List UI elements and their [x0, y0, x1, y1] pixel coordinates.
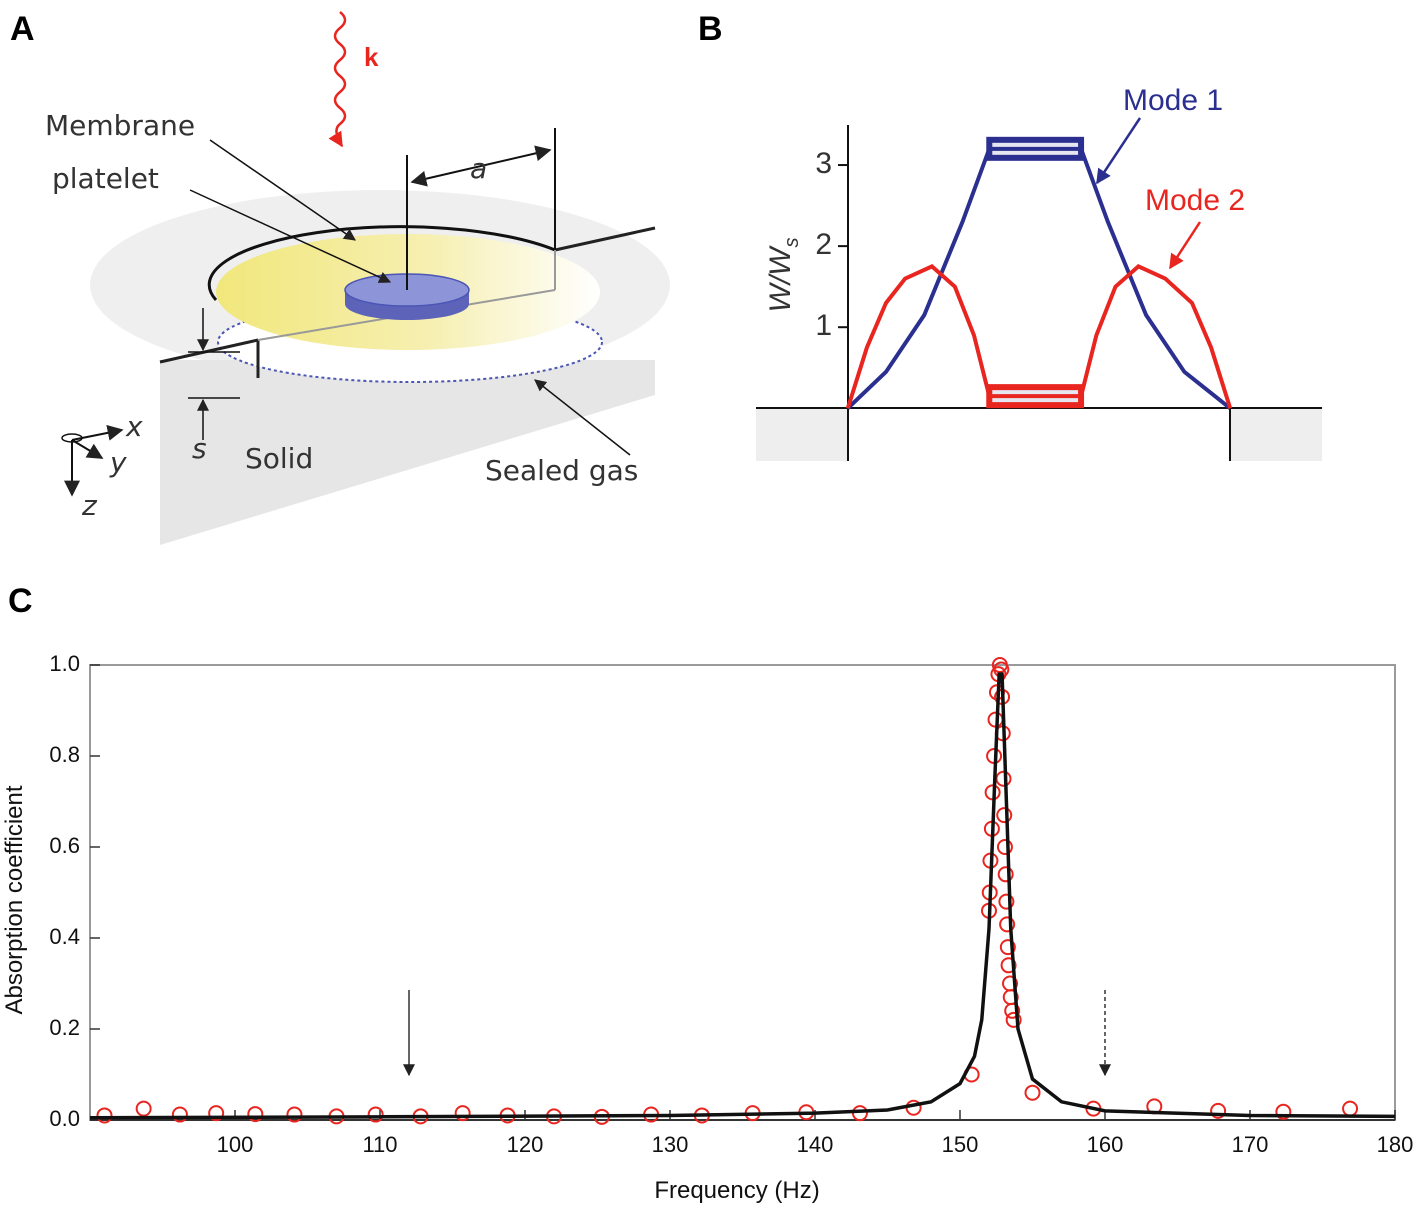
- data-point: [208, 1105, 225, 1122]
- y-tick-label: 0.6: [49, 833, 80, 858]
- axis-name: x: [125, 410, 143, 443]
- data-point: [997, 866, 1014, 883]
- y-tick-label: 0.0: [49, 1106, 80, 1131]
- x-tick-label: 130: [652, 1132, 689, 1157]
- data-point: [1000, 957, 1017, 974]
- label: Membrane: [45, 109, 195, 142]
- x-tick-label: 170: [1232, 1132, 1269, 1157]
- pointer: [209, 139, 356, 241]
- data-point: [286, 1106, 303, 1123]
- membrane-edge: [207, 225, 556, 302]
- x-tick-label: 150: [942, 1132, 979, 1157]
- y-tick-label: 0.4: [49, 924, 80, 949]
- wave-arrow: [328, 11, 347, 148]
- data-point: [247, 1106, 264, 1123]
- x-tick-label: 180: [1377, 1132, 1414, 1157]
- y-tick-label: 2: [815, 228, 832, 261]
- label: Sealed gas: [485, 454, 638, 487]
- legend-pointer: [1095, 117, 1142, 185]
- x-tick-label: 110: [362, 1132, 397, 1157]
- axis-name: z: [81, 489, 98, 522]
- solid-block: [160, 360, 655, 545]
- data-point: [1210, 1102, 1227, 1119]
- cut-line: [159, 338, 259, 364]
- data-point: [135, 1100, 152, 1117]
- y-axis-title-sub: s: [781, 238, 803, 248]
- x-tick-label: 140: [797, 1132, 834, 1157]
- radius-arrow: [410, 145, 552, 187]
- y-tick-label: 0.2: [49, 1015, 80, 1040]
- data-point: [996, 807, 1013, 824]
- data-point: [96, 1107, 113, 1124]
- legend-label: Mode 1: [1123, 84, 1223, 117]
- mode-line: [846, 146, 1232, 410]
- data-point: [998, 893, 1015, 910]
- data-point: [1004, 1002, 1021, 1019]
- data-point: [454, 1105, 471, 1122]
- data-point: [996, 839, 1013, 855]
- y-axis-title-main: W/W: [764, 245, 797, 313]
- panel-label: A: [10, 10, 35, 48]
- coord-origin: [61, 433, 83, 443]
- pointer: [534, 379, 631, 456]
- y-tick-label: 0.8: [49, 742, 80, 767]
- mode-line: [845, 264, 1233, 409]
- data-point: [171, 1106, 188, 1123]
- x-tick-label: 120: [507, 1132, 544, 1157]
- legend-label: Mode 2: [1145, 184, 1245, 217]
- data-point: [1005, 1011, 1022, 1028]
- legend-pointer: [1168, 221, 1202, 270]
- plot-frame: [89, 664, 1396, 1121]
- data-point: [999, 939, 1016, 956]
- label: Solid: [245, 442, 313, 475]
- panel-label: C: [8, 582, 33, 620]
- panel-label: B: [698, 10, 723, 48]
- y-tick-label: 1.0: [49, 651, 80, 676]
- x-axis-title: Frequency (Hz): [654, 1177, 819, 1204]
- data-point: [1342, 1100, 1359, 1117]
- pointer: [189, 189, 392, 283]
- data-point: [1275, 1103, 1292, 1120]
- cut-line: [554, 226, 656, 252]
- axis-name: y: [109, 446, 127, 479]
- fit-line: [89, 672, 1396, 1120]
- x-tick-label: 100: [217, 1132, 254, 1157]
- diagram: k Membrane platelet a s Solid Sealed gas…: [45, 11, 670, 545]
- y-tick-label: 3: [815, 147, 832, 180]
- coord-axis: [71, 439, 104, 459]
- label: a: [470, 152, 487, 185]
- y-axis-title: W/Ws: [764, 238, 803, 313]
- solid-region: [1230, 408, 1322, 461]
- data-point: [999, 916, 1016, 933]
- solid-region: [756, 408, 848, 461]
- wave-label: k: [364, 42, 379, 72]
- x-tick-label: 160: [1087, 1132, 1124, 1157]
- data-point: [995, 770, 1012, 787]
- data-point: [1024, 1084, 1041, 1101]
- data-point: [851, 1105, 868, 1122]
- coord-axis: [71, 424, 124, 441]
- data-point: [367, 1106, 384, 1123]
- label: s: [192, 432, 207, 465]
- label: platelet: [52, 162, 159, 195]
- y-tick-label: 1: [815, 309, 832, 342]
- y-axis-title: Absorption coefficient: [1, 785, 28, 1014]
